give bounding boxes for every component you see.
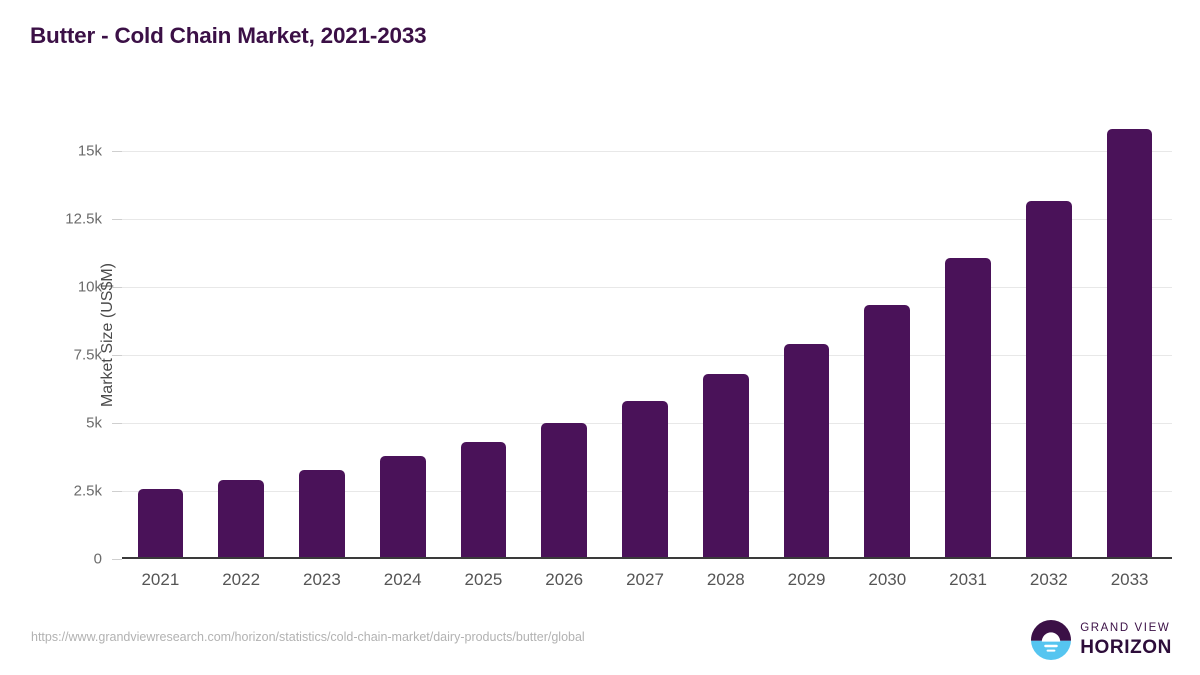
bar-2026[interactable] [541,422,588,559]
page-title: Butter - Cold Chain Market, 2021-2033 [30,23,427,48]
bar-2027[interactable] [622,401,668,559]
source-url[interactable]: https://www.grandviewresearch.com/horizo… [31,630,585,644]
logo-line-horizon: HORIZON [1080,636,1172,658]
bar-2021[interactable] [137,489,184,559]
y-tick-mark [112,354,122,356]
plot-area: Market Size (US$M) 0 2.5k 5k 7.5k 10k 12.5k 15… [65,110,1172,589]
gridline [122,150,1172,152]
y-tick-label: 0 [93,550,102,568]
x-tick-label: 2032 [1029,570,1068,589]
bar-2023[interactable] [299,470,345,559]
x-tick-label: 2026 [545,570,584,589]
logo-wordmark: GRAND VIEW HORIZON [1080,623,1172,657]
bar-2022[interactable] [218,479,264,559]
horizon-circle-icon [1031,620,1072,660]
bar-2030[interactable] [864,305,911,559]
x-tick-label: 2022 [222,570,261,589]
x-tick-label: 2033 [1110,570,1149,589]
y-tick-label: 7.5k [73,346,102,364]
x-tick-label: 2025 [464,570,503,589]
gridline [122,218,1172,220]
y-tick-mark [112,286,122,288]
x-tick-label: 2029 [787,570,826,589]
x-axis-line [122,557,1172,559]
y-tick-mark [112,490,122,492]
x-tick-label: 2027 [626,570,664,589]
gridline [122,354,1172,356]
y-tick-label: 10k [77,278,102,296]
bar-2032[interactable] [1026,201,1072,559]
bar-2031[interactable] [945,258,991,559]
y-tick-mark [112,559,122,560]
bar-2025[interactable] [460,442,507,559]
x-tick-label: 2028 [706,570,745,589]
y-tick-label: 2.5k [73,482,102,500]
y-tick-label: 12.5k [65,210,102,228]
y-tick-label: 15k [77,142,102,160]
x-tick-label: 2024 [383,570,422,589]
x-tick-label: 2021 [141,570,180,589]
x-tick-label: 2031 [949,570,987,589]
x-tick-label: 2023 [303,570,341,589]
y-tick-mark [112,218,122,220]
bar-2029[interactable] [783,344,830,559]
y-tick-mark [112,422,122,424]
y-tick-mark [112,150,122,152]
gridline [122,286,1172,288]
bar-2033[interactable] [1106,129,1153,559]
x-tick-label: 2030 [868,570,907,589]
bar-2024[interactable] [379,455,426,559]
logo-line-grand-view: GRAND VIEW [1080,622,1171,635]
y-tick-label: 5k [86,414,102,432]
bar-2028[interactable] [702,373,749,559]
brand-logo[interactable]: GRAND VIEW HORIZON [1031,620,1172,660]
